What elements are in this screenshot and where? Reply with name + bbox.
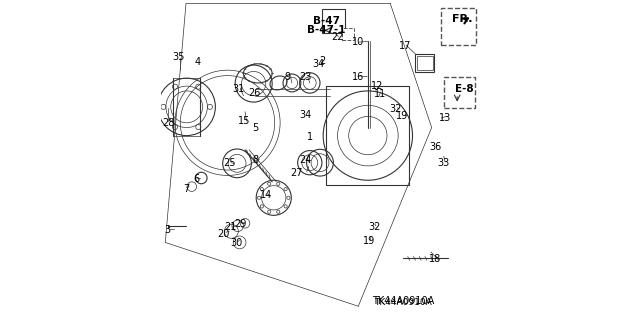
Text: B-47: B-47 [313, 16, 340, 26]
Text: 6: 6 [193, 174, 199, 184]
Text: 22: 22 [332, 32, 344, 42]
Text: 27: 27 [290, 168, 302, 178]
Text: 13: 13 [439, 113, 451, 123]
Text: 12: 12 [371, 81, 383, 91]
Text: 36: 36 [429, 142, 442, 152]
Text: 34: 34 [312, 59, 324, 69]
Text: 23: 23 [300, 72, 312, 82]
FancyBboxPatch shape [342, 28, 355, 40]
Text: 25: 25 [223, 158, 236, 168]
Text: E-8: E-8 [455, 84, 474, 94]
Text: 19: 19 [364, 236, 376, 246]
Text: FR.: FR. [452, 14, 472, 24]
Text: B-47-1: B-47-1 [307, 25, 346, 35]
Bar [415, 54, 434, 72]
Text: 15: 15 [238, 116, 250, 126]
Text: 2: 2 [319, 56, 326, 66]
Text: 11: 11 [374, 89, 386, 99]
Bar [321, 9, 344, 33]
Text: 32: 32 [368, 222, 380, 232]
Text: 35: 35 [172, 52, 184, 63]
Text: 19: 19 [396, 111, 408, 122]
Text: 3: 3 [164, 225, 171, 235]
Text: 5: 5 [252, 122, 259, 133]
Text: 30: 30 [230, 238, 243, 248]
FancyBboxPatch shape [441, 8, 476, 45]
Text: 24: 24 [300, 155, 312, 165]
Text: 29: 29 [235, 219, 247, 229]
Text: 4: 4 [194, 57, 200, 67]
Text: 18: 18 [429, 254, 442, 264]
Text: 7: 7 [184, 184, 190, 194]
Text: 1: 1 [307, 132, 313, 142]
Text: 34: 34 [300, 110, 312, 121]
Text: 32: 32 [390, 104, 402, 114]
Text: 17: 17 [399, 41, 412, 51]
Text: 20: 20 [218, 228, 230, 239]
Text: 21: 21 [224, 222, 236, 232]
Text: 31: 31 [232, 84, 244, 94]
Bar [417, 56, 433, 70]
Text: 28: 28 [163, 118, 175, 128]
Text: TK44A0910A: TK44A0910A [372, 296, 434, 307]
Text: 33: 33 [438, 158, 450, 168]
Text: 9: 9 [284, 72, 291, 82]
Text: 8: 8 [253, 155, 259, 165]
Bar [326, 86, 410, 185]
Text: TK44A0910A: TK44A0910A [374, 298, 432, 307]
Text: 14: 14 [260, 190, 272, 200]
FancyBboxPatch shape [444, 77, 475, 108]
Text: 10: 10 [351, 37, 364, 47]
Text: 16: 16 [351, 71, 364, 82]
Text: 26: 26 [248, 87, 260, 98]
